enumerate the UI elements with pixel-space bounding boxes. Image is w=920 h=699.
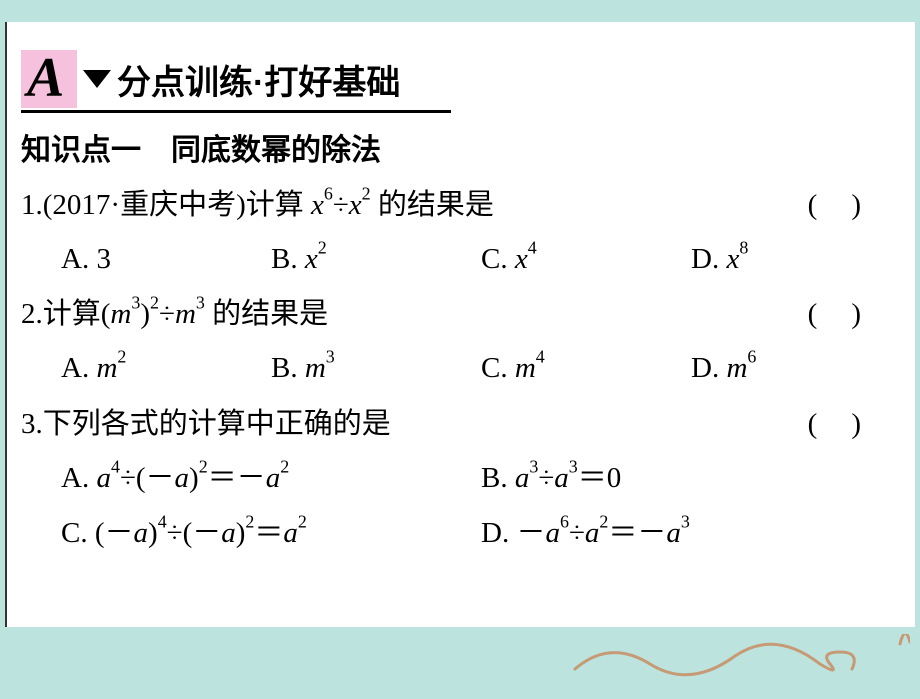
option: A. m2 [61, 342, 271, 396]
knowledge-point-label: 知识点一 [21, 134, 141, 167]
question-stem: 2.计算(m3)2÷m3 的结果是 [21, 288, 808, 342]
option: A. a4÷(－a)2＝－a2 [61, 451, 481, 506]
options: A. 3B. x2C. x4D. x8 [21, 233, 901, 287]
page-container: A 分点训练·打好基础 知识点一 同底数幂的除法 1.(2017·重庆中考)计算… [5, 22, 915, 627]
decorative-sketch [570, 634, 910, 684]
options: A. m2B. m3C. m4D. m6 [21, 342, 901, 396]
answer-paren: () [808, 288, 901, 342]
options: A. a4÷(－a)2＝－a2B. a3÷a3＝0C. (－a)4÷(－a)2＝… [21, 451, 901, 561]
question: 3.下列各式的计算中正确的是()A. a4÷(－a)2＝－a2B. a3÷a3＝… [21, 398, 901, 562]
option: D. －a6÷a2＝－a3 [481, 506, 901, 561]
section-header: A 分点训练·打好基础 [21, 50, 451, 113]
option: B. x2 [271, 233, 481, 287]
question-stem: 1.(2017·重庆中考)计算 x6÷x2 的结果是 [21, 179, 808, 233]
option: D. x8 [691, 233, 901, 287]
question: 1.(2017·重庆中考)计算 x6÷x2 的结果是()A. 3B. x2C. … [21, 179, 901, 286]
question-stem-row: 1.(2017·重庆中考)计算 x6÷x2 的结果是() [21, 179, 901, 233]
option: A. 3 [61, 233, 271, 287]
triangle-icon [83, 70, 111, 88]
question-stem-row: 3.下列各式的计算中正确的是() [21, 398, 901, 452]
option: C. (－a)4÷(－a)2＝a2 [61, 506, 481, 561]
option: B. m3 [271, 342, 481, 396]
option: C. x4 [481, 233, 691, 287]
section-badge: A [21, 50, 77, 108]
option: B. a3÷a3＝0 [481, 451, 901, 506]
knowledge-point-title: 同底数幂的除法 [171, 134, 381, 167]
question: 2.计算(m3)2÷m3 的结果是()A. m2B. m3C. m4D. m6 [21, 288, 901, 395]
knowledge-point: 知识点一 同底数幂的除法 [21, 125, 901, 169]
answer-paren: () [808, 398, 901, 452]
option: D. m6 [691, 342, 901, 396]
question-stem-row: 2.计算(m3)2÷m3 的结果是() [21, 288, 901, 342]
section-title: 分点训练·打好基础 [117, 55, 400, 104]
answer-paren: () [808, 179, 901, 233]
question-stem: 3.下列各式的计算中正确的是 [21, 398, 808, 452]
section-badge-letter: A [27, 46, 64, 110]
option: C. m4 [481, 342, 691, 396]
